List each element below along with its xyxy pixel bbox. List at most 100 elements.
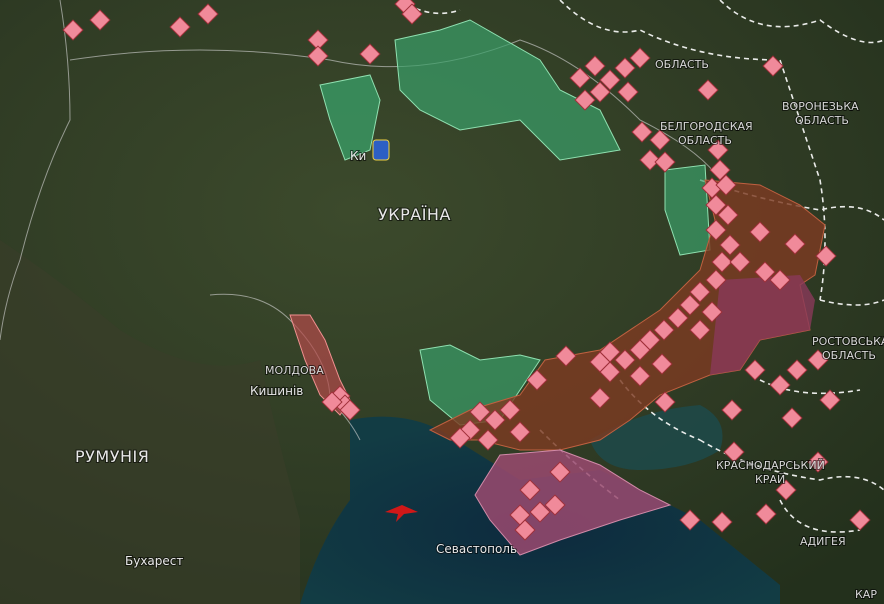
event-marker[interactable] (654, 151, 676, 173)
event-marker[interactable] (711, 251, 733, 273)
city-label: Бухарест (125, 554, 183, 568)
event-marker[interactable] (653, 319, 675, 341)
event-marker[interactable] (617, 81, 639, 103)
event-marker[interactable] (697, 79, 719, 101)
event-marker[interactable] (762, 55, 784, 77)
event-marker[interactable] (715, 174, 737, 196)
region-label: ВОРОНЕЗЬКА ОБЛАСТЬ (782, 100, 859, 127)
event-marker[interactable] (307, 45, 329, 67)
event-marker[interactable] (529, 501, 551, 523)
event-marker[interactable] (784, 233, 806, 255)
event-marker[interactable] (705, 219, 727, 241)
event-marker[interactable] (321, 391, 343, 413)
aircraft-icon (385, 505, 418, 522)
event-marker[interactable] (639, 149, 661, 171)
event-marker[interactable] (667, 307, 689, 329)
event-marker[interactable] (807, 451, 829, 473)
event-marker[interactable] (569, 67, 591, 89)
terrain (0, 240, 300, 604)
event-marker[interactable] (614, 57, 636, 79)
event-marker[interactable] (549, 461, 571, 483)
region-label: АДИГЕЯ (800, 535, 846, 548)
liberated-area (319, 74, 381, 161)
event-marker[interactable] (589, 81, 611, 103)
event-marker[interactable] (781, 407, 803, 429)
event-marker[interactable] (499, 399, 521, 421)
event-marker[interactable] (469, 401, 491, 423)
event-marker[interactable] (654, 391, 676, 413)
event-marker[interactable] (599, 361, 621, 383)
event-marker[interactable] (477, 429, 499, 451)
event-marker[interactable] (755, 503, 777, 525)
event-marker[interactable] (819, 389, 841, 411)
event-marker[interactable] (649, 129, 671, 151)
occupied-area (710, 275, 815, 375)
event-marker[interactable] (689, 319, 711, 341)
event-marker[interactable] (544, 494, 566, 516)
event-marker[interactable] (815, 245, 837, 267)
event-marker[interactable] (339, 399, 361, 421)
event-marker[interactable] (599, 69, 621, 91)
country-label: РУМУНІЯ (75, 447, 149, 466)
liberated-area (394, 19, 621, 161)
event-marker[interactable] (749, 221, 771, 243)
event-marker[interactable] (709, 159, 731, 181)
event-marker[interactable] (629, 339, 651, 361)
liberated-area (664, 164, 711, 256)
event-marker[interactable] (679, 509, 701, 531)
event-marker[interactable] (651, 353, 673, 375)
country-label: УКРАЇНА (378, 205, 451, 224)
event-marker[interactable] (589, 387, 611, 409)
event-marker[interactable] (807, 349, 829, 371)
event-marker[interactable] (723, 441, 745, 463)
event-marker[interactable] (769, 374, 791, 396)
event-marker[interactable] (62, 19, 84, 41)
event-marker[interactable] (89, 9, 111, 31)
event-marker[interactable] (401, 3, 423, 25)
event-marker[interactable] (754, 261, 776, 283)
event-marker[interactable] (705, 194, 727, 216)
event-marker[interactable] (631, 121, 653, 143)
city-label: Кишинів (250, 384, 303, 398)
region-label: БЕЛГОРОДСКАЯ ОБЛАСТЬ (660, 120, 753, 147)
event-marker[interactable] (614, 349, 636, 371)
event-marker[interactable] (169, 16, 191, 38)
event-marker[interactable] (711, 511, 733, 533)
kyiv-icon (372, 139, 390, 161)
event-marker[interactable] (484, 409, 506, 431)
event-marker[interactable] (786, 359, 808, 381)
event-marker[interactable] (775, 479, 797, 501)
event-marker[interactable] (514, 519, 536, 541)
event-marker[interactable] (526, 369, 548, 391)
event-marker[interactable] (707, 139, 729, 161)
event-marker[interactable] (705, 269, 727, 291)
event-marker[interactable] (701, 301, 723, 323)
region-label: РОСТОВСЬКА ОБЛАСТЬ (812, 335, 884, 362)
event-marker[interactable] (519, 479, 541, 501)
event-marker[interactable] (729, 251, 751, 273)
azov-sea (590, 405, 723, 470)
markers (62, 0, 871, 541)
event-marker[interactable] (449, 427, 471, 449)
event-marker[interactable] (359, 43, 381, 65)
event-marker[interactable] (689, 281, 711, 303)
event-marker[interactable] (307, 29, 329, 51)
event-marker[interactable] (849, 509, 871, 531)
event-marker[interactable] (555, 345, 577, 367)
event-marker[interactable] (719, 234, 741, 256)
event-marker[interactable] (197, 3, 219, 25)
event-marker[interactable] (509, 421, 531, 443)
event-marker[interactable] (584, 55, 606, 77)
event-marker[interactable] (721, 399, 743, 421)
country-label: МОЛДОВА (265, 364, 324, 377)
event-marker[interactable] (629, 365, 651, 387)
event-marker[interactable] (717, 204, 739, 226)
event-marker[interactable] (574, 89, 596, 111)
event-marker[interactable] (744, 359, 766, 381)
event-marker[interactable] (769, 269, 791, 291)
city-label: Севастополь (436, 542, 517, 556)
region-label: КРАСНОДАРСЬКИЙ КРАЙ (716, 459, 825, 486)
event-marker[interactable] (629, 47, 651, 69)
event-marker[interactable] (701, 177, 723, 199)
event-marker[interactable] (679, 294, 701, 316)
